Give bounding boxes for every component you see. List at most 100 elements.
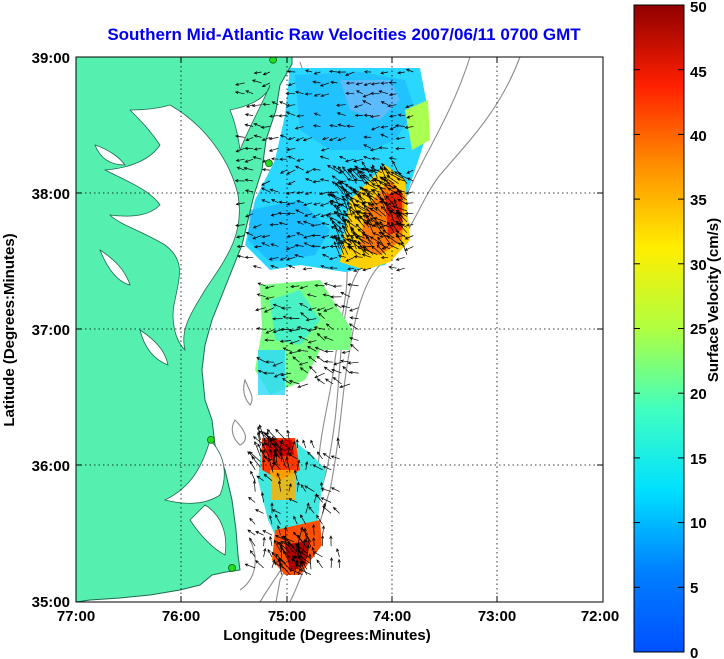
velocity-arrow	[334, 211, 349, 217]
velocity-arrow	[348, 242, 357, 255]
velocity-arrow	[362, 214, 374, 223]
velocity-arrow	[382, 229, 395, 239]
velocity-arrow	[378, 90, 389, 95]
velocity-arrow	[320, 265, 330, 269]
velocity-arrow	[243, 166, 254, 171]
velocity-arrow	[298, 555, 312, 565]
velocity-arrow	[354, 215, 366, 228]
velocity-arrow	[349, 307, 359, 312]
velocity-arrow	[280, 536, 295, 543]
velocity-arrow	[247, 529, 256, 536]
velocity-arrow	[303, 235, 313, 239]
velocity-arrow	[236, 166, 245, 171]
velocity-arrow	[235, 134, 245, 138]
velocity-arrow	[343, 218, 357, 228]
velocity-arrow	[369, 114, 380, 119]
velocity-arrow	[308, 355, 317, 363]
velocity-arrow	[406, 115, 414, 119]
velocity-arrow	[383, 176, 395, 184]
velocity-arrow	[338, 240, 345, 255]
velocity-arrow	[327, 164, 340, 174]
velocity-arrow	[329, 217, 340, 228]
velocity-arrow	[304, 213, 313, 217]
velocity-arrow	[245, 213, 254, 218]
velocity-arrow	[373, 217, 387, 223]
velocity-arrow	[252, 235, 262, 240]
velocity-arrow	[320, 497, 332, 503]
velocity-vectors	[234, 68, 414, 576]
velocity-arrow	[339, 383, 351, 389]
velocity-arrow	[309, 365, 317, 374]
velocity-arrow	[401, 240, 408, 255]
velocity-arrow	[337, 221, 346, 225]
velocity-arrow	[256, 357, 266, 363]
velocity-arrow	[274, 451, 278, 468]
velocity-arrow	[275, 513, 281, 525]
velocity-arrow	[375, 221, 391, 228]
velocity-arrow	[336, 437, 340, 449]
velocity-arrow	[337, 166, 349, 179]
velocity-arrow	[340, 292, 351, 298]
velocity-arrow	[271, 509, 281, 514]
velocity-arrow	[270, 213, 279, 217]
velocity-arrow	[258, 430, 270, 441]
velocity-arrow	[330, 80, 338, 84]
velocity-arrow	[244, 189, 254, 193]
velocity-arrow	[287, 137, 296, 141]
velocity-arrow	[342, 366, 351, 374]
axis-ticks	[76, 57, 603, 602]
velocity-arrow	[353, 255, 363, 259]
velocity-arrow	[302, 267, 313, 271]
velocity-arrow	[264, 338, 275, 342]
velocity-arrow	[297, 383, 309, 389]
velocity-arrow	[303, 202, 313, 206]
velocity-arrow	[404, 125, 414, 130]
velocity-arrow	[290, 284, 300, 289]
velocity-arrow	[294, 126, 304, 130]
velocity-arrow	[352, 190, 366, 201]
velocity-arrow	[319, 178, 330, 182]
velocity-arrow	[235, 158, 245, 162]
velocity-arrow	[279, 101, 287, 106]
velocity-arrow	[306, 293, 317, 298]
velocity-arrow	[324, 349, 334, 354]
velocity-arrow	[320, 534, 325, 547]
velocity-arrow	[364, 181, 378, 190]
velocity-arrow	[395, 210, 408, 217]
velocity-arrow	[260, 180, 271, 186]
velocity-arrow	[287, 180, 296, 185]
velocity-arrow	[262, 168, 270, 172]
colorbar-ticks	[634, 4, 684, 653]
velocity-arrow	[257, 282, 266, 287]
x-tick-label: 74:00	[373, 608, 411, 625]
velocity-arrow	[314, 283, 325, 288]
velocity-arrow	[307, 307, 317, 311]
velocity-arrow	[256, 293, 266, 298]
velocity-arrow	[353, 104, 363, 109]
velocity-arrow	[347, 361, 359, 365]
station-marker	[264, 159, 273, 168]
velocity-arrow	[256, 475, 264, 481]
velocity-arrow	[314, 346, 325, 352]
velocity-arrow	[286, 212, 296, 216]
velocity-arrow	[289, 440, 296, 457]
velocity-arrow	[367, 202, 378, 212]
velocity-arrow	[269, 188, 279, 193]
station-marker	[228, 564, 236, 572]
velocity-arrow	[288, 329, 300, 333]
velocity-arrow	[270, 264, 279, 269]
velocity-arrow	[330, 487, 340, 492]
velocity-arrow	[347, 169, 357, 179]
velocity-arrow	[329, 201, 340, 212]
velocity-arrow	[336, 112, 346, 116]
velocity-arrow	[322, 505, 332, 514]
velocity-arrow	[376, 242, 391, 250]
velocity-arrow	[395, 230, 408, 239]
velocity-arrow	[344, 71, 355, 76]
velocity-arrow	[404, 211, 414, 216]
velocity-arrow	[392, 205, 408, 212]
velocity-arrow	[265, 296, 275, 300]
velocity-arrow	[299, 367, 309, 374]
velocity-arrow	[304, 178, 313, 182]
velocity-arrow	[261, 242, 271, 247]
